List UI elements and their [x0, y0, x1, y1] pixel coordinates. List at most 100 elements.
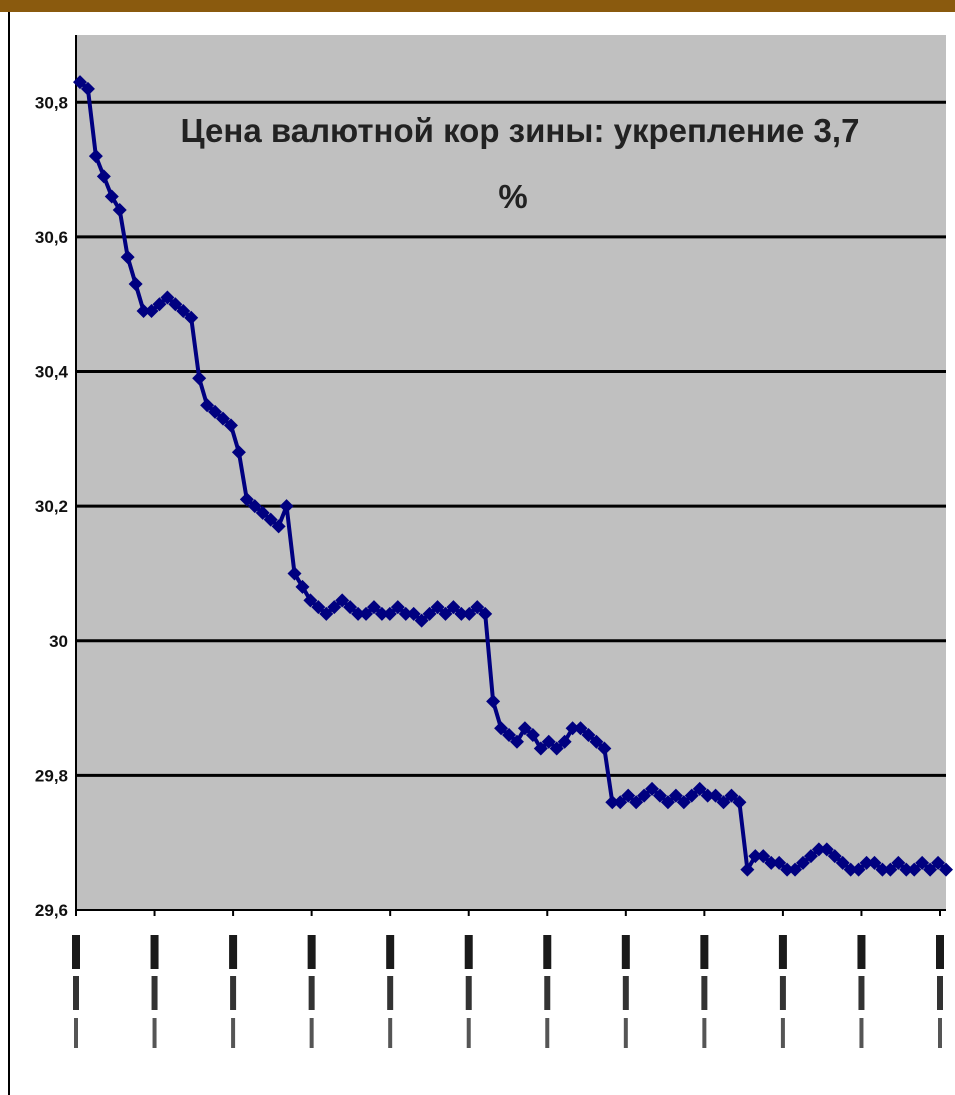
data-point [668, 788, 683, 803]
x-tick-label [150, 935, 159, 1048]
left-rule [8, 12, 10, 1095]
x-tick-label [778, 935, 787, 1048]
data-point [128, 277, 143, 292]
top-bar [0, 0, 955, 12]
data-point [573, 721, 588, 736]
data-point [279, 499, 294, 514]
data-point [168, 297, 183, 312]
data-point [359, 606, 374, 621]
y-tick-label: 30,8 [35, 93, 68, 112]
data-point [509, 734, 524, 749]
data-point [764, 855, 779, 870]
data-point [923, 862, 938, 877]
data-point [120, 250, 135, 265]
data-point [732, 795, 747, 810]
x-tick-label [936, 935, 944, 1048]
data-point [541, 734, 556, 749]
data-point [684, 788, 699, 803]
y-tick-label: 30,6 [35, 228, 68, 247]
data-point [311, 600, 326, 615]
data-point [422, 606, 437, 621]
data-point [152, 297, 167, 312]
data-point [915, 855, 930, 870]
x-tick-label [307, 935, 316, 1048]
data-point [216, 411, 231, 426]
data-point [931, 855, 946, 870]
data-point [446, 600, 461, 615]
chart-title-line-1: Цена валютной кор зины: укрепление 3,7 [181, 112, 860, 149]
data-point [454, 606, 469, 621]
x-tick-label [72, 935, 80, 1048]
data-point [788, 862, 803, 877]
data-point [867, 855, 882, 870]
data-point [176, 303, 191, 318]
chart-title: Цена валютной кор зины: укрепление 3,7 % [181, 112, 860, 215]
data-point [613, 795, 628, 810]
data-point [366, 600, 381, 615]
data-point [859, 855, 874, 870]
data-point [565, 721, 580, 736]
data-point [692, 781, 707, 796]
data-point [374, 606, 389, 621]
data-point [939, 862, 953, 877]
data-point [748, 849, 763, 864]
data-point [907, 862, 922, 877]
plot-area [76, 35, 946, 910]
data-point [549, 741, 564, 756]
data-point [478, 606, 493, 621]
data-point [700, 788, 715, 803]
data-point [271, 519, 286, 534]
data-point [88, 149, 103, 164]
data-point [557, 734, 572, 749]
data-point [184, 310, 199, 325]
data-point [772, 855, 787, 870]
y-tick-label: 30,2 [35, 497, 68, 516]
data-point [645, 781, 660, 796]
data-point [144, 303, 159, 318]
data-point [581, 728, 596, 742]
data-point [247, 499, 262, 514]
data-point [660, 795, 675, 810]
data-point [470, 600, 485, 615]
x-tick-label [386, 935, 395, 1048]
data-point [96, 169, 111, 184]
data-point [382, 606, 397, 621]
data-point [883, 862, 898, 877]
data-point [486, 694, 501, 709]
y-tick-label: 29,8 [35, 766, 68, 785]
x-tick-label [543, 935, 552, 1048]
data-point [414, 613, 429, 628]
data-point [160, 290, 175, 305]
data-point [192, 371, 207, 386]
data-point [605, 795, 620, 810]
data-point [875, 862, 890, 877]
data-point [891, 855, 906, 870]
data-point [621, 788, 636, 803]
data-point [851, 862, 866, 877]
data-point [494, 721, 509, 736]
x-tick-label [229, 935, 238, 1048]
data-point [517, 721, 532, 736]
data-point [589, 734, 604, 749]
data-point [780, 862, 795, 877]
gridlines [76, 100, 946, 777]
data-point [843, 862, 858, 877]
x-tick-label [857, 935, 866, 1048]
data-point [835, 855, 850, 870]
data-point [406, 606, 421, 621]
data-point [295, 579, 310, 594]
data-point [343, 600, 358, 615]
data-point [724, 788, 739, 803]
chart-title-line-2: % [498, 178, 527, 215]
data-point [811, 842, 826, 857]
data-point [223, 418, 238, 433]
data-point [803, 849, 818, 864]
data-point [525, 728, 540, 742]
y-tick-label: 30 [49, 632, 68, 651]
data-point [597, 741, 612, 756]
axes [75, 35, 946, 911]
data-point [708, 788, 723, 803]
x-tick-label [700, 935, 709, 1048]
